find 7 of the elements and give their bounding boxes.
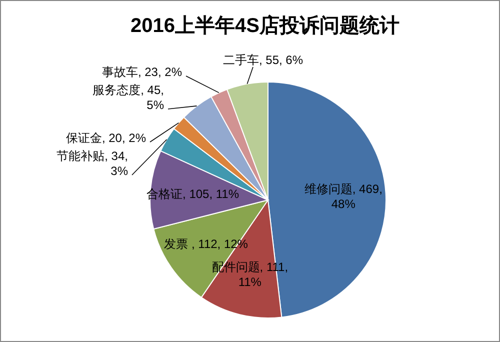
slice-label: 事故车, 23, 2% [102,65,182,79]
chart-title: 2016上半年4S店投诉问题统计 [130,14,400,37]
slice-label: 保证金, 20, 2% [66,131,146,145]
slice-label: 维修问题, 469, 48% [304,182,382,212]
slice-label: 节能补贴, 34, 3% [56,149,128,178]
slice-label: 二手车, 55, 6% [223,53,304,67]
slice-label: 服务态度, 45, 5% [92,83,164,112]
